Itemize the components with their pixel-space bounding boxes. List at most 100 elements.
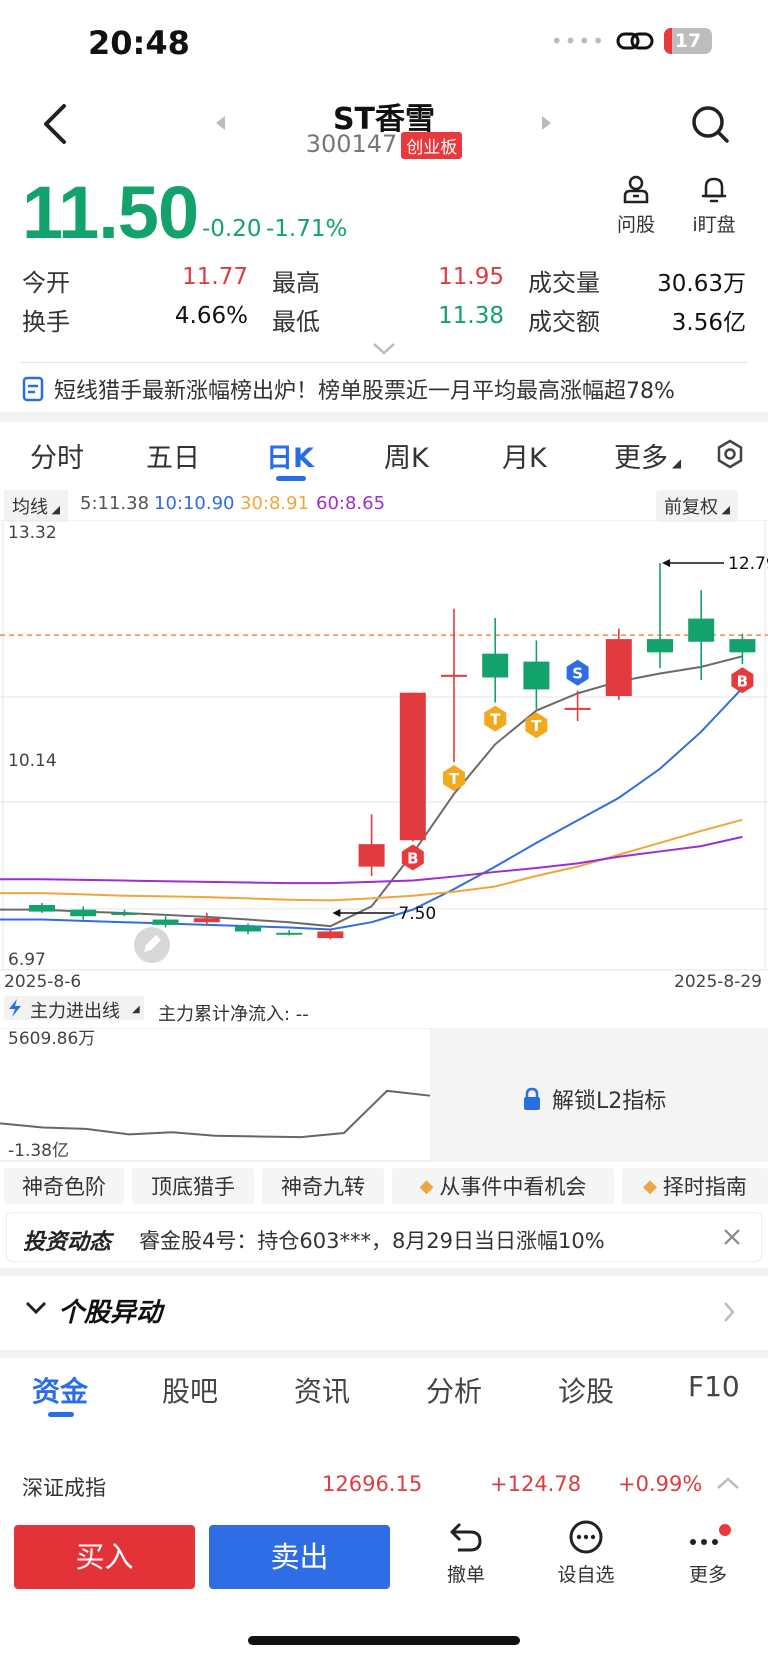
sell-button[interactable]: 卖出 — [209, 1525, 390, 1589]
indicator-color-scale[interactable]: 神奇色阶 — [4, 1168, 124, 1204]
chevron-down-icon[interactable] — [372, 342, 396, 356]
open-value: 11.77 — [182, 264, 248, 290]
low-value: 11.38 — [438, 303, 504, 329]
indicator-event-opportunity[interactable]: ◆ 从事件中看机会 — [392, 1168, 614, 1204]
watch-button[interactable]: i盯盘 — [678, 174, 750, 237]
more-circle-icon — [569, 1520, 603, 1554]
price-change-pct: -1.71% — [266, 216, 348, 242]
tab-f10[interactable]: F10 — [688, 1370, 740, 1403]
tab-news[interactable]: 资讯 — [294, 1375, 351, 1408]
adjust-selector[interactable]: 前复权 ◢ — [656, 490, 738, 522]
ask-stock-button[interactable]: 问股 — [600, 174, 672, 237]
search-icon[interactable] — [690, 104, 730, 144]
ma10-value: 10:10.90 — [154, 493, 235, 514]
flow-selector[interactable] — [4, 996, 144, 1020]
prev-stock-icon[interactable] — [216, 116, 225, 130]
signal-icon: •••• — [550, 29, 606, 53]
index-value: 12696.15 — [322, 1472, 423, 1496]
turnover-label: 换手 — [22, 308, 70, 336]
candle-body — [399, 692, 426, 841]
tab-daily-k[interactable]: 日K — [266, 443, 314, 474]
buy-button[interactable]: 买入 — [14, 1525, 195, 1589]
news-banner[interactable]: 短线猎手最新涨幅榜出炉！榜单股票近一月平均最高涨幅超78% — [22, 373, 675, 405]
lightning-icon — [9, 999, 21, 1017]
tab-five-day[interactable]: 五日 — [146, 443, 200, 474]
unlock-l2-button[interactable]: 解锁L2指标 — [522, 1083, 666, 1115]
chevron-up-icon[interactable] — [716, 1476, 740, 1490]
lock-icon — [524, 1087, 540, 1110]
candle-body — [276, 932, 303, 935]
indicator-nine-turn[interactable]: 神奇九转 — [262, 1168, 384, 1204]
marker-text: S — [572, 665, 583, 683]
next-stock-icon[interactable] — [542, 116, 551, 130]
home-indicator — [248, 1636, 520, 1645]
cancel-order-button[interactable]: 撤单 — [426, 1520, 506, 1587]
volume-value: 30.63万 — [657, 271, 746, 297]
section-title[interactable]: 个股异动 — [58, 1298, 163, 1328]
flow-title: 主力进出线 — [30, 1001, 120, 1022]
flow-cumulative: 主力累计净流入: -- — [158, 1004, 309, 1025]
marker-shape — [484, 705, 507, 732]
index-pct: +0.99% — [618, 1472, 703, 1496]
trade-marker-sell: S — [566, 659, 589, 686]
x-start-label: 2025-8-6 — [4, 972, 81, 992]
marker-text: T — [490, 711, 501, 729]
section-gap — [0, 1350, 768, 1358]
marker-shape — [401, 844, 424, 871]
current-price: 11.50 — [22, 171, 199, 254]
indicator-top-bottom[interactable]: 顶底猎手 — [132, 1168, 254, 1204]
annotation-label: 12.79 — [728, 554, 768, 574]
more-button[interactable]: 更多 — [668, 1520, 748, 1587]
settings-icon[interactable] — [714, 438, 746, 470]
add-favorite-button[interactable]: 设自选 — [546, 1520, 626, 1587]
ma-selector[interactable]: 均线 ◢ — [4, 490, 68, 522]
high-value: 11.95 — [438, 264, 504, 290]
close-icon[interactable] — [723, 1228, 741, 1246]
x-end-label: 2025-8-29 — [674, 972, 762, 992]
candles — [29, 563, 756, 940]
tab-funds[interactable]: 资金 — [32, 1375, 89, 1408]
bell-icon — [701, 177, 727, 203]
investment-dynamics-bar[interactable]: 投资动态 睿金股4号：持仓603***，8月29日当日涨幅10% — [6, 1212, 762, 1262]
edit-icon[interactable] — [134, 927, 170, 963]
tab-analysis[interactable]: 分析 — [426, 1375, 483, 1408]
corner-triangle-icon: ◢ — [48, 503, 60, 516]
chevron-down-icon[interactable] — [24, 1300, 48, 1316]
person-icon — [623, 175, 649, 204]
high-label: 最高 — [272, 269, 320, 297]
section-gap — [0, 1268, 768, 1276]
tab-monthly-k[interactable]: 月K — [502, 443, 547, 474]
undo-icon — [450, 1522, 482, 1552]
tab-more[interactable]: 更多 ◢ — [614, 443, 682, 474]
trade-marker-t: T — [525, 712, 548, 739]
candle-body — [647, 639, 673, 653]
candle-body — [729, 639, 756, 653]
corner-triangle-icon: ◢ — [718, 503, 730, 516]
tab-forum[interactable]: 股吧 — [162, 1375, 219, 1408]
stock-code: 300147 — [305, 130, 398, 158]
tab-diagnose[interactable]: 诊股 — [558, 1375, 615, 1408]
candle-body — [523, 661, 550, 690]
candle-body — [111, 912, 138, 915]
more-dots-icon — [690, 1524, 731, 1545]
tab-weekly-k[interactable]: 周K — [384, 443, 429, 474]
annotation-arrow — [662, 559, 670, 568]
chevron-right-icon[interactable] — [722, 1300, 736, 1324]
y-mid-label: 10.14 — [8, 751, 57, 771]
back-icon[interactable] — [36, 100, 76, 148]
diamond-icon: ◆ — [419, 1175, 434, 1197]
candle-body — [70, 909, 97, 917]
marker-text: B — [407, 850, 418, 868]
marker-text: B — [737, 672, 748, 690]
corner-triangle-icon: ◢ — [668, 456, 682, 470]
divider — [20, 362, 748, 363]
indicator-timing-guide[interactable]: ◆ 择时指南 — [622, 1168, 768, 1204]
battery-icon: 17 — [664, 28, 712, 54]
ma30-line — [0, 818, 743, 902]
tab-intraday[interactable]: 分时 — [30, 443, 84, 474]
annotation-arrow — [332, 908, 341, 917]
candle-body — [235, 926, 261, 932]
amount-label: 成交额 — [528, 308, 600, 336]
kline-chart[interactable]: B T T T S B 12.79 7.50 13.32 10.14 6.97 2025-8… — [0, 520, 768, 1000]
trade-markers: B T T T S B — [401, 659, 754, 871]
